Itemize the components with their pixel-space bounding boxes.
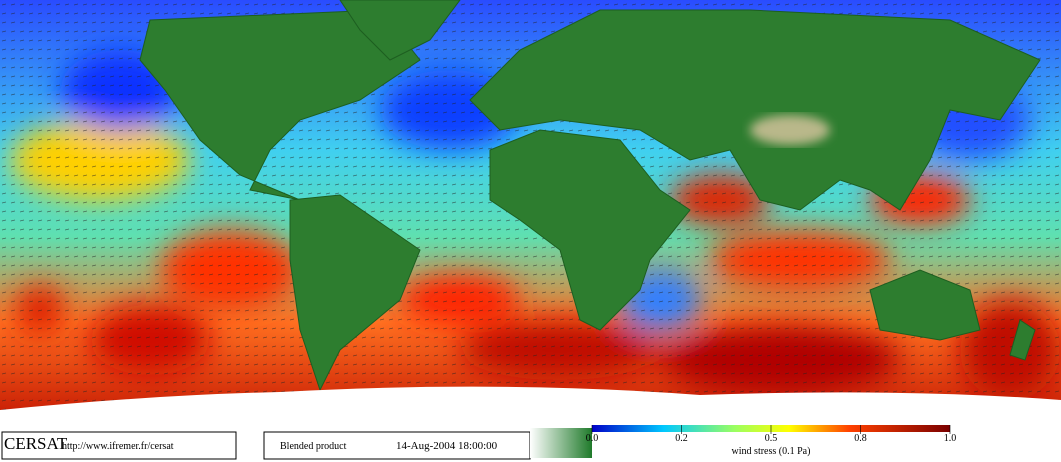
colorbar-ticks: 0.0 0.2 0.5 0.8 1.0 — [586, 425, 957, 444]
url: http://www.ifremer.fr/cersat — [62, 441, 174, 452]
land — [139, 0, 1041, 392]
logo-box — [1, 431, 237, 460]
colorbar-tick-label: 0.8 — [854, 433, 867, 444]
date: 14-Aug-2004 18:00:00 — [396, 440, 498, 452]
colorbar-tick-label: 0.2 — [675, 433, 688, 444]
antarctica — [0, 386, 1061, 430]
info-box — [263, 431, 531, 460]
colorbar-label: wind stress (0.1 Pa) — [732, 446, 811, 457]
logo: CERSAT — [4, 434, 68, 453]
land-scale — [530, 428, 592, 458]
colorbar-tick-label: 0.0 — [586, 433, 599, 444]
colorbar-tick-label: 1.0 — [944, 433, 957, 444]
colorbar-tick-label: 0.5 — [765, 433, 778, 444]
product: Blended product — [280, 441, 347, 452]
